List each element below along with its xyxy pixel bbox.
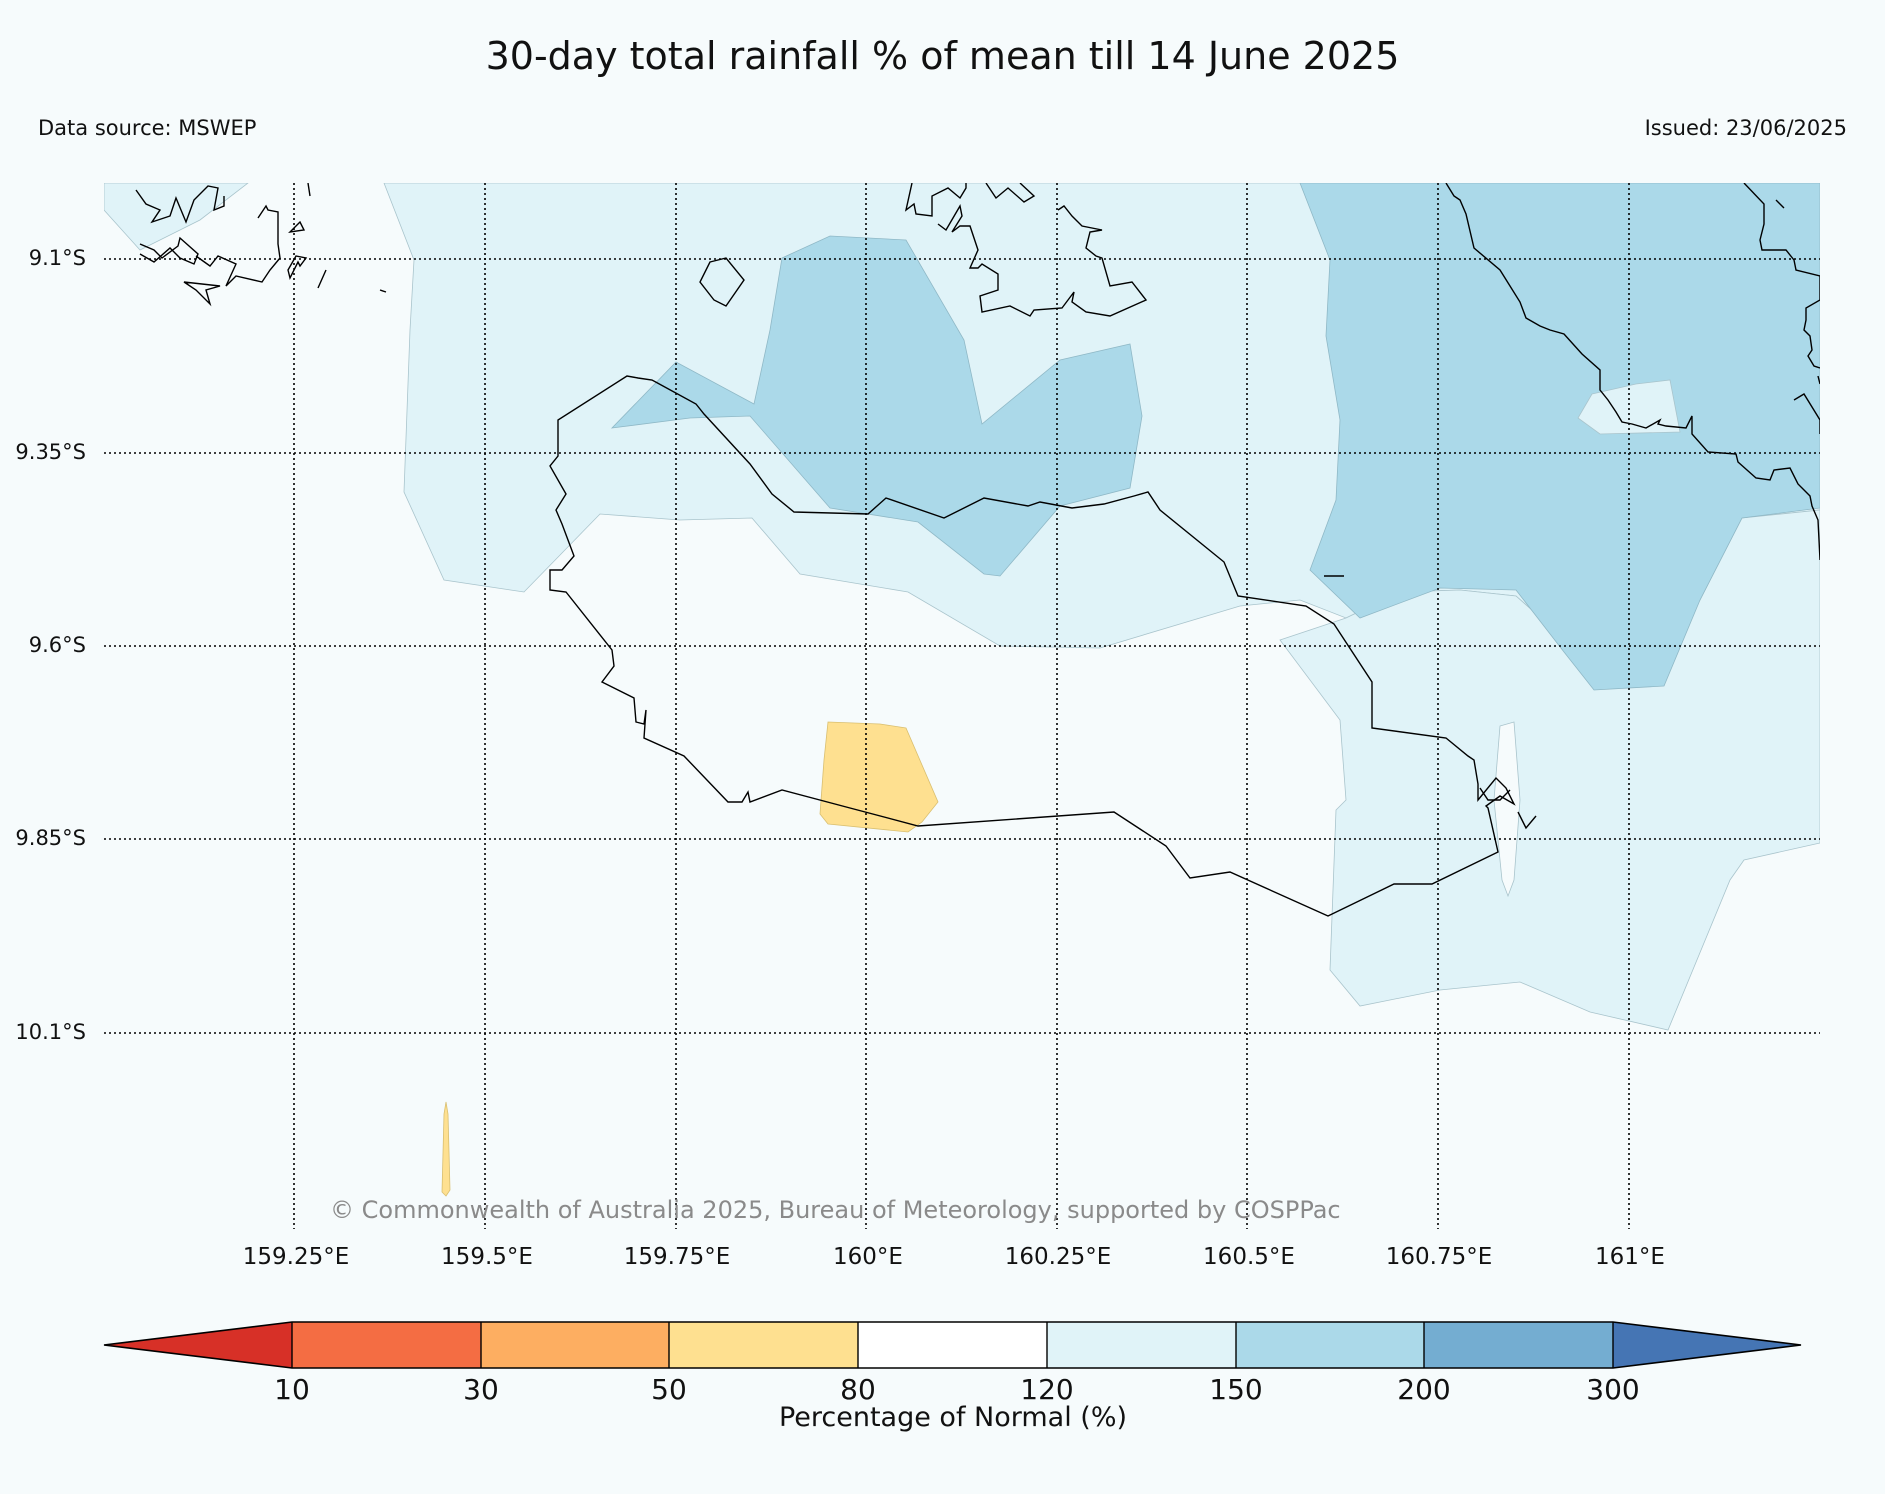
colorbar-label: Percentage of Normal (%) (778, 1402, 1128, 1433)
coastlines (135, 183, 1820, 917)
lat-label-10.1: 10.1°S (15, 1020, 86, 1044)
lon-label-159.5: 159.5°E (441, 1244, 533, 1270)
colorbar (103, 1321, 1802, 1369)
zone-150-200-central (610, 235, 1143, 577)
lat-label-9.6: 9.6°S (28, 633, 86, 657)
lon-label-161: 161°E (1595, 1244, 1665, 1270)
colorbar-segment-200-300 (1424, 1322, 1613, 1368)
lon-label-160.75: 160.75°E (1385, 1244, 1493, 1270)
issued-date-text: Issued: 23/06/2025 (1644, 116, 1847, 140)
colorbar-segment-10-30 (292, 1322, 481, 1368)
rainfall-map[interactable] (104, 183, 1820, 1229)
colorbar-tick-200: 200 (1397, 1373, 1451, 1406)
lon-label-160.25: 160.25°E (1004, 1244, 1112, 1270)
colorbar-segment-below-10 (104, 1322, 292, 1368)
colorbar-segment-150-200 (1236, 1322, 1424, 1368)
colorbar-tick-300: 300 (1586, 1373, 1640, 1406)
map-title: 30-day total rainfall % of mean till 14 … (485, 34, 1400, 78)
lon-label-159.75: 159.75°E (623, 1244, 731, 1270)
zone-50-80-south (441, 1101, 451, 1197)
colorbar-tick-120: 120 (1020, 1373, 1074, 1406)
colorbar-segment-50-80 (669, 1322, 858, 1368)
colorbar-outline (103, 1321, 1802, 1369)
data-source-text: Data source: MSWEP (38, 116, 257, 140)
coastline-russell-islands (135, 183, 387, 307)
lat-label-9.85: 9.85°S (15, 826, 86, 850)
colorbar-dividers (291, 1322, 1614, 1368)
zone-150-200-east (1299, 183, 1820, 691)
colorbar-tick-10: 10 (274, 1373, 310, 1406)
colorbar-tick-30: 30 (463, 1373, 499, 1406)
colorbar-tick-80: 80 (840, 1373, 876, 1406)
coastline-malaita (1445, 183, 1820, 561)
zone-80-120-sliver (1493, 721, 1521, 898)
coastline-guadalcanal (549, 375, 1516, 917)
lat-label-9.1: 9.1°S (28, 246, 86, 270)
colorbar-segment-30-50 (481, 1322, 669, 1368)
colorbar-tick-150: 150 (1209, 1373, 1263, 1406)
colorbar-segment-120-150 (1047, 1322, 1236, 1368)
colorbar-segment-80-120 (858, 1322, 1047, 1368)
lon-label-160.5: 160.5°E (1203, 1244, 1295, 1270)
colorbar-tick-50: 50 (651, 1373, 687, 1406)
coastline-florida-islands (904, 183, 1148, 317)
coastline-isla-small (699, 257, 745, 307)
graticule (104, 183, 1820, 1229)
zone-50-80-central (819, 721, 939, 833)
copyright-text: © Commonwealth of Australia 2025, Bureau… (330, 1196, 1341, 1224)
zone-120-150-nw (104, 183, 249, 251)
lon-label-160: 160°E (833, 1244, 903, 1270)
coastline-marau-islets (1479, 787, 1537, 830)
map-canvas (104, 183, 1820, 1229)
lon-label-159.25: 159.25°E (242, 1244, 350, 1270)
colorbar-segment-above-300 (1613, 1322, 1801, 1368)
lat-label-9.35: 9.35°S (15, 440, 86, 464)
zone-120-150-south (1279, 509, 1820, 1031)
